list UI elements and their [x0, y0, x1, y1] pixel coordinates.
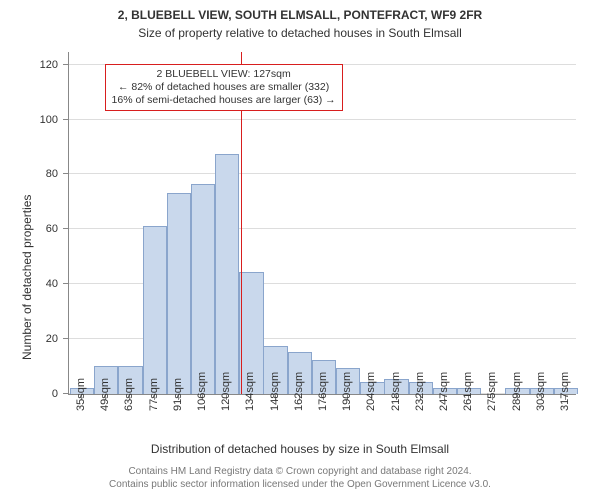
chart-subtitle: Size of property relative to detached ho… — [0, 26, 600, 40]
ytick-label: 0 — [52, 388, 58, 400]
ytick-mark — [63, 228, 68, 229]
ytick-label: 60 — [46, 223, 58, 235]
ytick-mark — [63, 64, 68, 65]
annotation-box: 2 BLUEBELL VIEW: 127sqm← 82% of detached… — [105, 64, 343, 111]
annotation-line-3: 16% of semi-detached houses are larger (… — [112, 94, 336, 107]
property-size-chart: 2, BLUEBELL VIEW, SOUTH ELMSALL, PONTEFR… — [0, 0, 600, 500]
ytick-label: 20 — [46, 333, 58, 345]
x-axis-label: Distribution of detached houses by size … — [0, 442, 600, 456]
histogram-bar — [215, 154, 239, 394]
gridline — [69, 173, 576, 174]
histogram-bar — [143, 226, 167, 394]
annotation-line-2: ← 82% of detached houses are smaller (33… — [112, 81, 336, 94]
ytick-label: 120 — [40, 59, 58, 71]
ytick-mark — [63, 283, 68, 284]
ytick-label: 100 — [40, 114, 58, 126]
plot-area: 02040608010012035sqm49sqm63sqm77sqm91sqm… — [68, 52, 576, 395]
ytick-label: 40 — [46, 278, 58, 290]
ytick-mark — [63, 119, 68, 120]
histogram-bar — [191, 184, 215, 394]
chart-title: 2, BLUEBELL VIEW, SOUTH ELMSALL, PONTEFR… — [0, 8, 600, 22]
footer-line-1: Contains HM Land Registry data © Crown c… — [0, 466, 600, 479]
ytick-mark — [63, 173, 68, 174]
annotation-line-1: 2 BLUEBELL VIEW: 127sqm — [112, 68, 336, 81]
y-axis-label: Number of detached properties — [20, 195, 34, 360]
footer-line-2: Contains public sector information licen… — [0, 479, 600, 492]
chart-footer: Contains HM Land Registry data © Crown c… — [0, 466, 600, 491]
ytick-mark — [63, 338, 68, 339]
ytick-mark — [63, 393, 68, 394]
ytick-label: 80 — [46, 168, 58, 180]
gridline — [69, 119, 576, 120]
histogram-bar — [167, 193, 191, 394]
